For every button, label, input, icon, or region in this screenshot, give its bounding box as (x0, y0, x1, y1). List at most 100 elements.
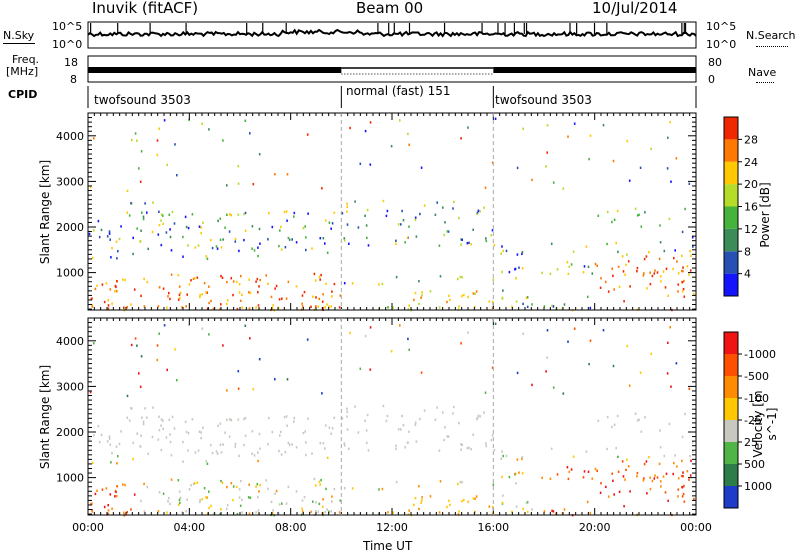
velocity-cell (423, 409, 426, 412)
power-cell (669, 121, 671, 124)
power-cell (476, 212, 478, 216)
power-cell (118, 237, 121, 241)
colorbar-tick-label: 500 (744, 458, 765, 471)
velocity-cell (444, 426, 446, 429)
velocity-cell (237, 418, 240, 421)
power-cell (658, 257, 661, 261)
velocity-cell (169, 440, 172, 444)
velocity-cell (522, 332, 524, 335)
velocity-cell (301, 507, 303, 510)
velocity-cell (331, 495, 333, 498)
velocity-cell (115, 490, 117, 494)
velocity-cell (407, 337, 409, 341)
power-cell (230, 277, 233, 280)
power-cell (221, 276, 224, 279)
velocity-cell (690, 459, 692, 463)
power-cell (257, 246, 259, 249)
velocity-cell (222, 344, 224, 347)
velocity-cell (179, 496, 182, 499)
power-cell (258, 227, 261, 231)
power-cell (275, 284, 278, 288)
power-cell (488, 300, 491, 303)
velocity-cell (251, 430, 254, 433)
velocity-cell (167, 500, 169, 503)
power-cell (210, 299, 212, 303)
colorbar-swatch (724, 332, 738, 354)
velocity-cell (452, 412, 454, 415)
velocity-cell (315, 510, 317, 513)
velocity-cell (612, 364, 615, 368)
velocity-cell (556, 473, 559, 476)
velocity-cell (293, 420, 295, 423)
power-cell (551, 304, 553, 307)
power-cell (174, 143, 176, 146)
colorbar-tick-label: -25 (744, 414, 762, 427)
power-cell (279, 229, 281, 232)
power-cell (582, 271, 585, 274)
power-cell (271, 307, 274, 310)
power-cell (449, 298, 451, 302)
velocity-cell (107, 509, 110, 512)
velocity-cell (461, 443, 463, 446)
power-cell (168, 213, 171, 216)
power-cell (612, 274, 614, 277)
power-cell (198, 225, 201, 228)
power-cell (615, 241, 617, 245)
power-cell (400, 223, 402, 226)
velocity-cell (502, 454, 504, 458)
velocity-cell (606, 447, 608, 451)
power-cell (232, 280, 235, 283)
velocity-cell (170, 478, 173, 481)
power-cell (222, 139, 224, 142)
power-cell (651, 274, 654, 278)
velocity-cell (182, 440, 184, 444)
velocity-cell (140, 434, 142, 437)
velocity-cell (676, 465, 678, 468)
velocity-cell (220, 508, 222, 511)
velocity-cell (116, 485, 118, 488)
velocity-cell (516, 371, 519, 375)
velocity-cell (194, 482, 196, 485)
velocity-cell (109, 493, 112, 496)
colorbar-swatch (724, 251, 738, 274)
power-cell (126, 306, 128, 309)
colorbar-tick-label: 4 (744, 268, 751, 281)
velocity-cell (205, 460, 208, 463)
velocity-cell (420, 371, 423, 374)
velocity-cell (158, 428, 161, 432)
power-cell (525, 296, 528, 300)
velocity-cell (458, 421, 460, 425)
power-cell (418, 302, 420, 306)
power-cell (304, 225, 306, 228)
power-cell (286, 219, 288, 222)
power-cell (101, 283, 104, 286)
velocity-cell (251, 452, 253, 455)
power-cell (364, 214, 366, 217)
velocity-cell (485, 442, 487, 445)
power-cell (686, 265, 689, 268)
velocity-cell (158, 415, 160, 418)
power-cell (501, 270, 503, 274)
power-cell (219, 217, 222, 220)
velocity-cell (117, 455, 119, 458)
velocity-cell (622, 475, 625, 478)
power-cell (429, 290, 432, 293)
velocity-cell (249, 337, 251, 340)
velocity-cell (666, 372, 669, 375)
freq-tick-bottom: 8 (70, 73, 77, 86)
power-cell (241, 293, 243, 297)
power-cell (514, 267, 517, 271)
power-cell (357, 226, 360, 229)
power-cell (676, 260, 678, 263)
velocity-cell (625, 468, 627, 472)
power-cell (467, 126, 469, 129)
power-cell (668, 217, 671, 221)
velocity-cell (318, 502, 321, 506)
velocity-cell (100, 433, 103, 437)
velocity-cell (583, 470, 586, 473)
velocity-cell (103, 505, 106, 509)
power-cell (124, 278, 126, 282)
velocity-cell (449, 503, 451, 507)
power-cell (654, 269, 656, 272)
velocity-cell (460, 342, 462, 345)
